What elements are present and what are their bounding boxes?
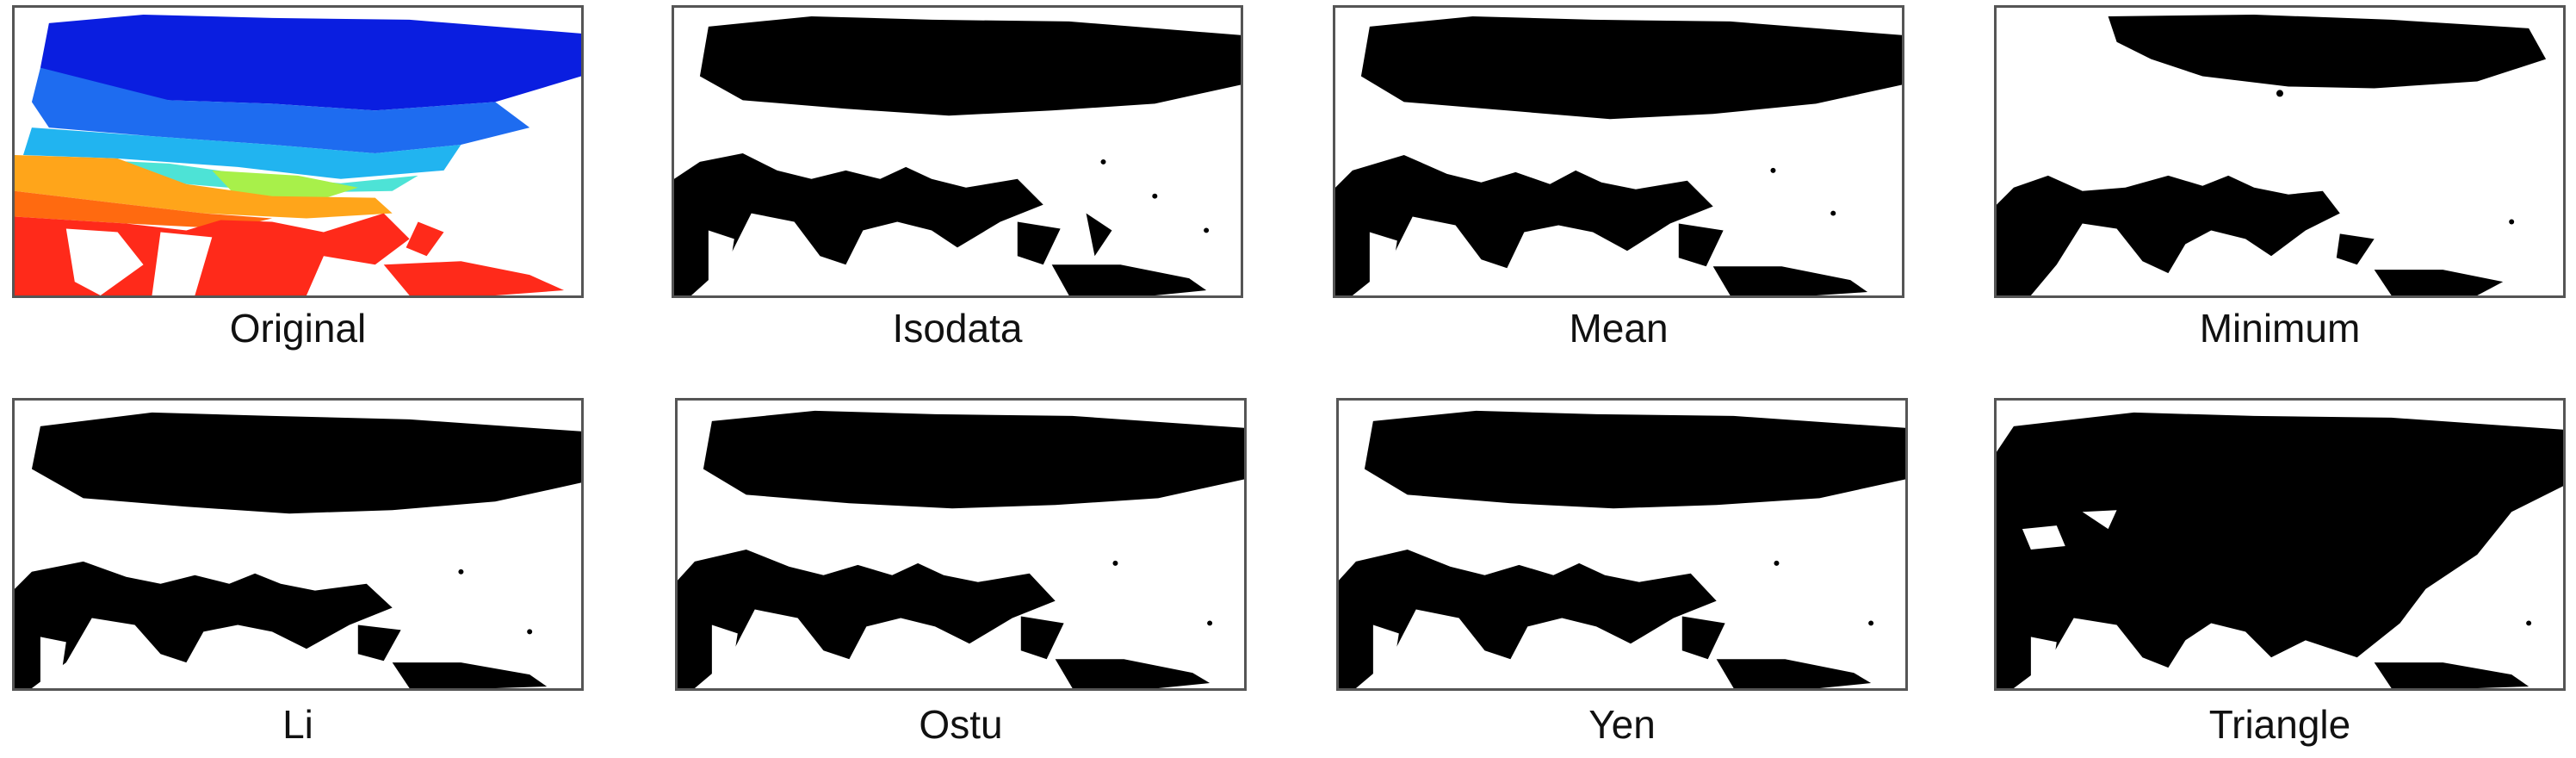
panel-label-li: Li: [282, 702, 313, 747]
li-image: [12, 398, 584, 691]
mean-map: [1335, 8, 1902, 295]
ostu-image: [675, 398, 1247, 691]
panel-label-mean: Mean: [1569, 306, 1669, 351]
panel-label-isodata: Isodata: [892, 306, 1023, 351]
ostu-map: [678, 401, 1244, 688]
yen-image: [1336, 398, 1908, 691]
panel-label-triangle: Triangle: [2208, 702, 2351, 747]
panel-label-minimum: Minimum: [2199, 306, 2361, 351]
triangle-image: [1994, 398, 2566, 691]
minimum-map: [1997, 8, 2563, 295]
isodata-map: [674, 8, 1241, 295]
original-map: [15, 8, 581, 295]
triangle-map: [1997, 401, 2563, 688]
original-image: [12, 5, 584, 298]
li-map: [15, 401, 581, 688]
minimum-image: [1994, 5, 2566, 298]
panel-label-yen: Yen: [1588, 702, 1656, 747]
isodata-image: [672, 5, 1243, 298]
yen-map: [1339, 401, 1905, 688]
mean-image: [1333, 5, 1904, 298]
panel-label-ostu: Ostu: [919, 702, 1003, 747]
panel-label-original: Original: [229, 306, 367, 351]
